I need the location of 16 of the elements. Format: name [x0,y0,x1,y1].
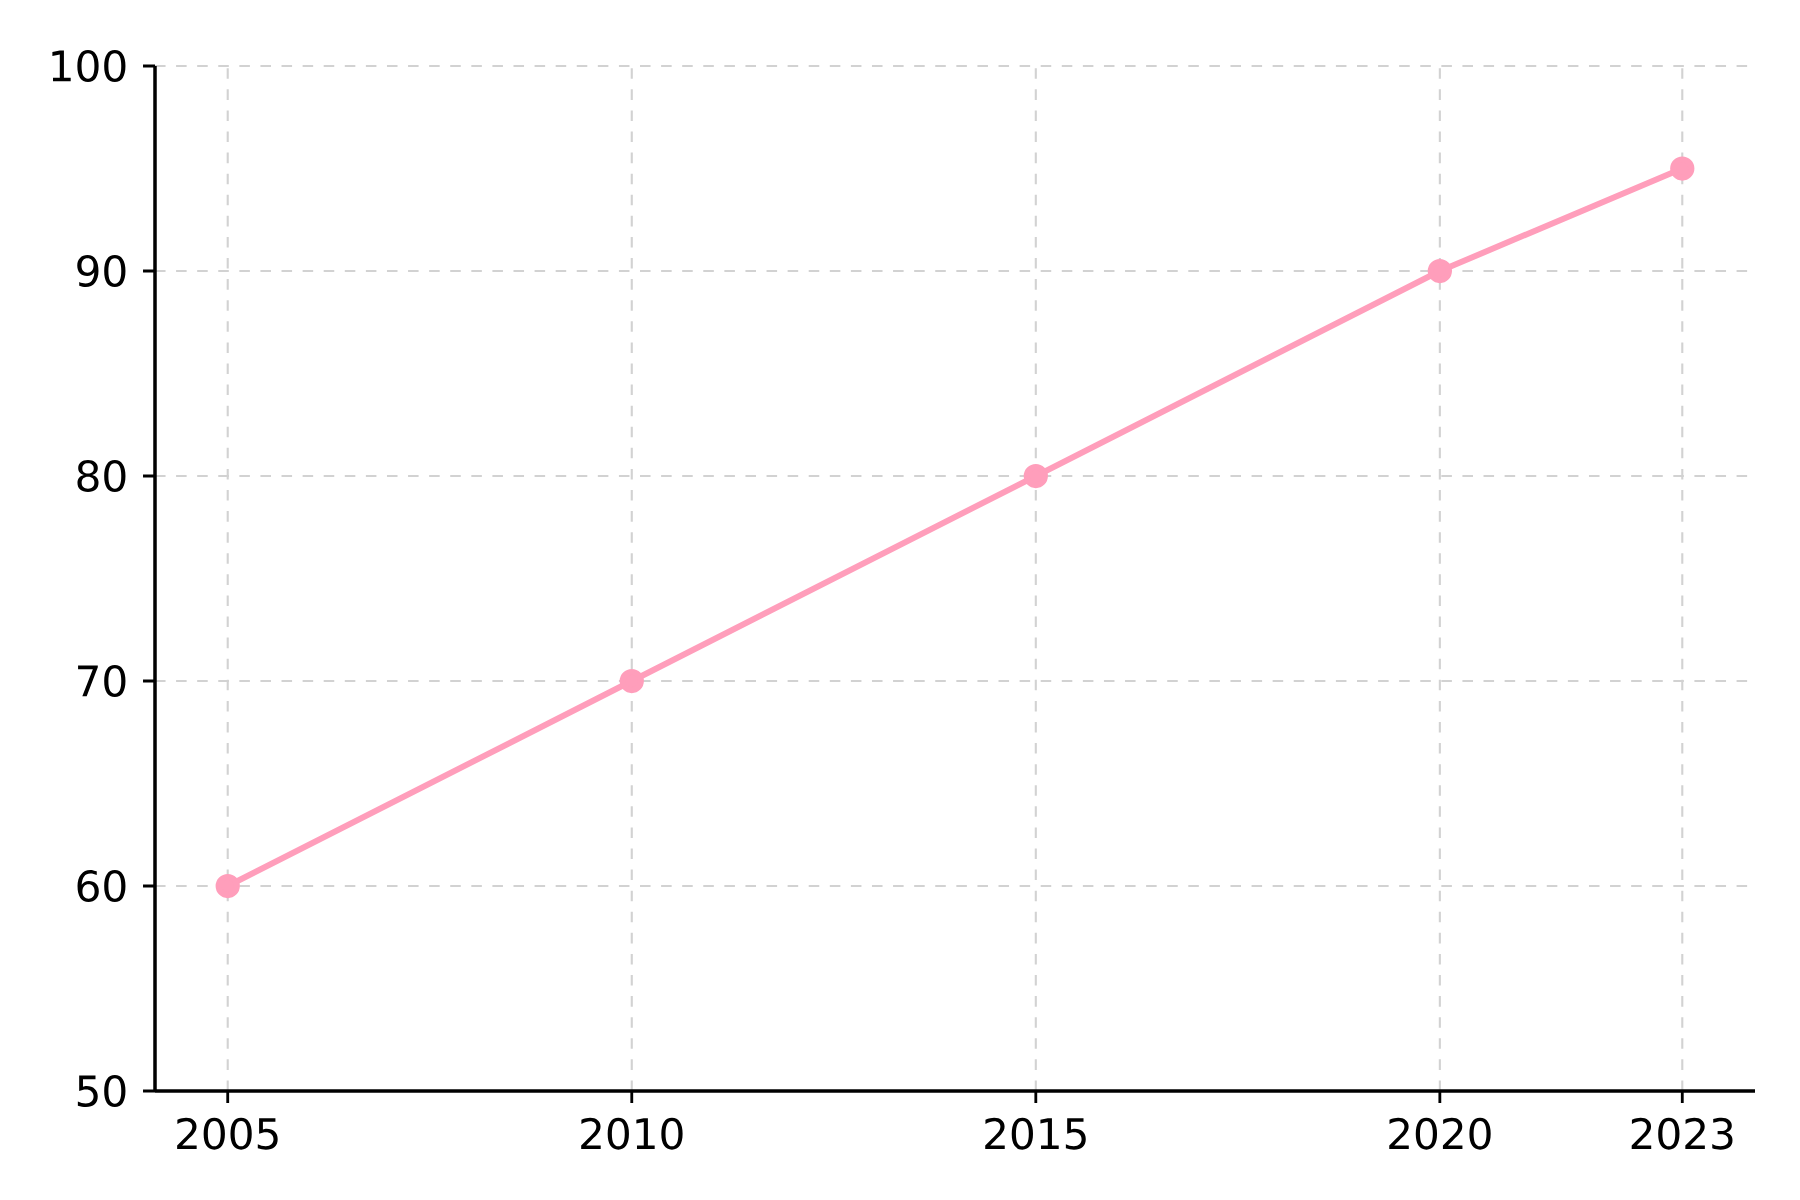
point [215,873,240,899]
x-tick-label: 2020 [1389,1117,1491,1150]
y-tick-label: 80 [77,460,126,492]
y-tick-label: 70 [78,665,126,697]
point [619,668,644,694]
x-tick-label: 2015 [985,1117,1086,1150]
x-tick-label: 2010 [581,1117,683,1150]
point [1023,463,1048,489]
y-tick-label: 90 [77,255,126,287]
y-tick-label: 50 [77,1075,126,1107]
point [1670,156,1695,181]
y-tick-label: 60 [77,870,126,902]
x-tick-label: 2023 [1631,1117,1733,1150]
x-tick-label: 2005 [177,1117,278,1150]
y-tick-label: 100 [52,50,126,82]
point [1427,258,1452,284]
